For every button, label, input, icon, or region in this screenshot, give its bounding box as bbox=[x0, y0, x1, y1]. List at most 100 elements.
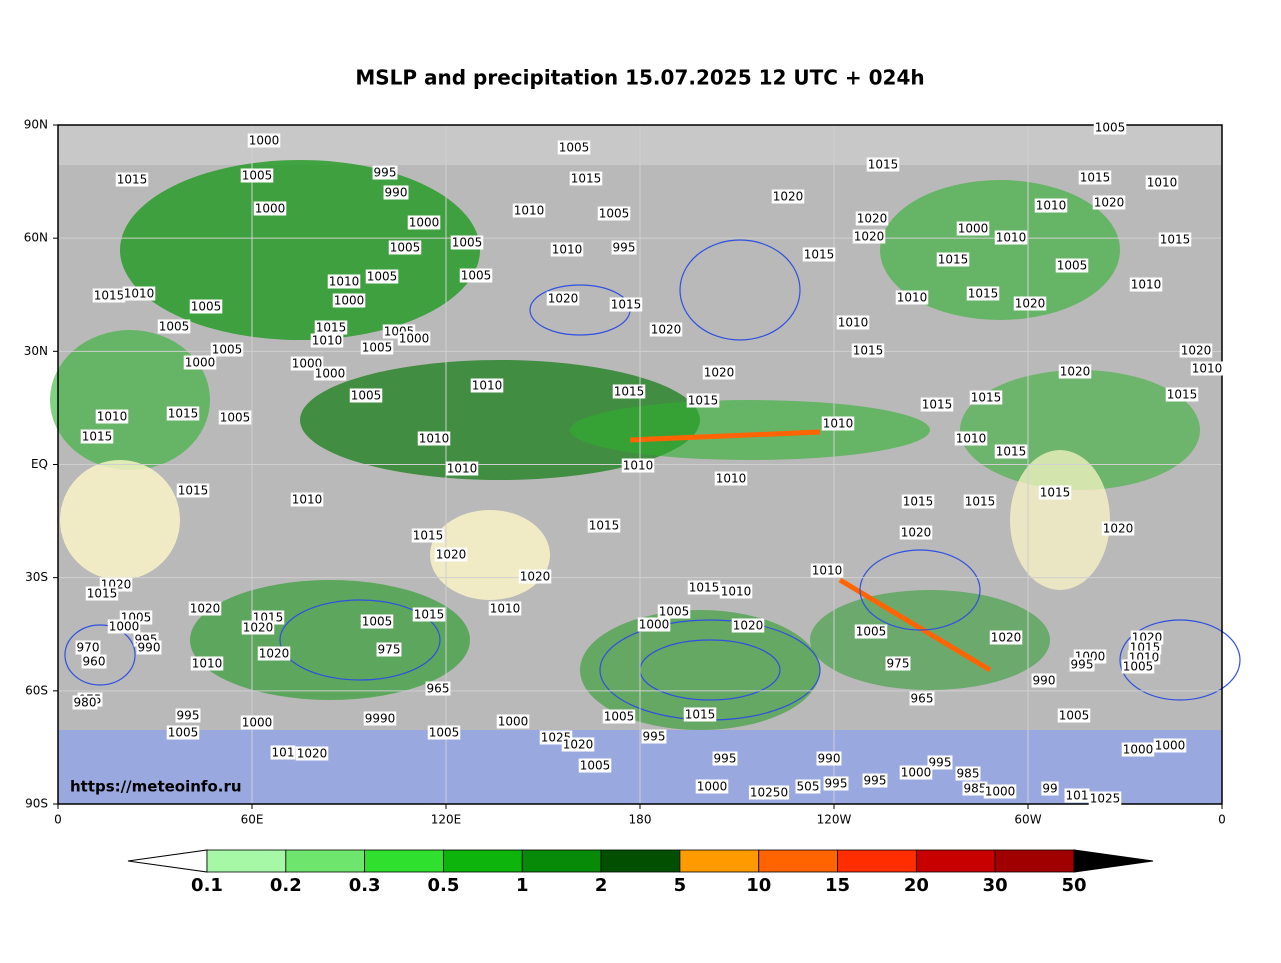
isobar-label: 101 bbox=[272, 746, 295, 760]
isobar-label-bg bbox=[1088, 791, 1122, 806]
colorbar-box bbox=[206, 849, 287, 873]
isobar-label-bg bbox=[247, 133, 281, 148]
isobar-label-bg bbox=[376, 642, 402, 657]
isobar-label-bg bbox=[1165, 387, 1199, 402]
isobar-label: 970 bbox=[77, 641, 100, 655]
isobar-label: 1000 bbox=[242, 716, 273, 730]
colorbar-box bbox=[758, 849, 838, 873]
isobar-label-bg bbox=[895, 290, 929, 305]
isobar-label-bg bbox=[609, 297, 643, 312]
isobar-label: 1000 bbox=[697, 780, 728, 794]
isobar-label-bg bbox=[866, 157, 900, 172]
isobar-label-bg bbox=[417, 431, 451, 446]
isobar-label-bg bbox=[955, 766, 981, 781]
isobar-label-bg bbox=[611, 240, 637, 255]
isobar-label-bg bbox=[686, 393, 720, 408]
isobar-label: 1005 bbox=[220, 411, 251, 425]
isobar-label-bg bbox=[1064, 788, 1090, 803]
isobar-label-bg bbox=[1058, 364, 1092, 379]
isobar-label: 1015 bbox=[117, 173, 148, 187]
isobar-label-bg bbox=[816, 751, 842, 766]
isobar-label-bg bbox=[901, 494, 935, 509]
isobar-label-bg bbox=[190, 656, 224, 671]
isobar-label: 1010 bbox=[329, 275, 360, 289]
isobar-label: 1000 bbox=[249, 134, 280, 148]
isobar-label: 990 bbox=[138, 641, 161, 655]
isobar-label-bg bbox=[136, 640, 162, 655]
isobar-label-bg bbox=[954, 431, 988, 446]
colorbar-label: 0.3 bbox=[349, 875, 381, 896]
isobar-label-bg bbox=[550, 242, 584, 257]
isobar-label: 1000 bbox=[639, 618, 670, 632]
isobar-label-bg bbox=[166, 725, 200, 740]
colorbar-box bbox=[285, 849, 366, 873]
isobar-label-bg bbox=[1092, 195, 1126, 210]
isobar-label-bg bbox=[983, 784, 1017, 799]
isobar-label-bg bbox=[122, 286, 156, 301]
isobar-label-bg bbox=[313, 366, 347, 381]
colorbar-over bbox=[1073, 849, 1154, 873]
isobar-label-bg bbox=[771, 189, 805, 204]
isobar-label: 1010 bbox=[312, 334, 343, 348]
lat-label: 30S bbox=[25, 570, 48, 584]
colorbar-label: 5 bbox=[674, 875, 687, 896]
isobar-label-bg bbox=[210, 342, 244, 357]
isobar-label-bg bbox=[175, 708, 201, 723]
isobar-label-bg bbox=[459, 268, 493, 283]
isobar-label: 1005 bbox=[159, 320, 190, 334]
lat-label: 30N bbox=[24, 344, 48, 358]
isobar-label: 995 bbox=[374, 166, 397, 180]
isobar-label-bg bbox=[372, 165, 398, 180]
isobar-label: 1010 bbox=[1147, 176, 1178, 190]
isobar-label: 975 bbox=[378, 643, 401, 657]
isobar-label: 1015 bbox=[968, 287, 999, 301]
isobar-label-bg bbox=[966, 286, 1000, 301]
colorbar-label: 20 bbox=[904, 875, 929, 896]
isobar-label-bg bbox=[189, 299, 223, 314]
isobar-label-bg bbox=[909, 691, 935, 706]
isobar-label-bg bbox=[360, 340, 394, 355]
isobar-label: 965 bbox=[911, 692, 934, 706]
lat-label: 60S bbox=[25, 683, 48, 697]
isobar-label-bg bbox=[561, 737, 595, 752]
isobar-label-bg bbox=[470, 378, 504, 393]
isobar-label: 1015 bbox=[689, 581, 720, 595]
isobar-label-bg bbox=[241, 620, 275, 635]
lon-label: 0 bbox=[1218, 813, 1226, 827]
isobar-label: 1005 bbox=[351, 389, 382, 403]
isobar-label: 1020 bbox=[733, 619, 764, 633]
isobar-label-bg bbox=[363, 711, 397, 726]
lon-label: 120W bbox=[817, 813, 852, 827]
isobar-label-bg bbox=[1153, 738, 1187, 753]
isobar-label: 1000 bbox=[109, 620, 140, 634]
isobar-label-bg bbox=[1034, 198, 1068, 213]
isobar-label-bg bbox=[810, 563, 844, 578]
isobar-label: 1020 bbox=[854, 230, 885, 244]
isobar-label-bg bbox=[332, 293, 366, 308]
isobar-label-bg bbox=[862, 773, 888, 788]
isobar-label-bg bbox=[434, 547, 468, 562]
isobar-label-bg bbox=[687, 580, 721, 595]
isobar-label-bg bbox=[92, 288, 126, 303]
isobar-label: 1005 bbox=[390, 241, 421, 255]
isobar-label-bg bbox=[597, 206, 631, 221]
isobar-label: 995 bbox=[177, 709, 200, 723]
colorbar-label: 2 bbox=[595, 875, 608, 896]
isobar-label: 1010 bbox=[552, 243, 583, 257]
isobar-label: 1010 bbox=[623, 459, 654, 473]
isobar-label: 1020 bbox=[1015, 297, 1046, 311]
isobar-label-bg bbox=[257, 646, 291, 661]
colorbar-label: 0.1 bbox=[191, 875, 223, 896]
isobar-label-bg bbox=[360, 614, 394, 629]
isobar-label: 505 bbox=[797, 780, 820, 794]
isobar-label-bg bbox=[885, 656, 911, 671]
isobar-label: 1005 bbox=[1057, 259, 1088, 273]
isobar-label-bg bbox=[748, 785, 790, 800]
isobar-label-bg bbox=[412, 607, 446, 622]
isobar-label: 1020 bbox=[651, 323, 682, 337]
isobar-label: 1000 bbox=[498, 715, 529, 729]
lat-label: 90N bbox=[24, 118, 48, 132]
isobar-label-bg bbox=[183, 355, 217, 370]
isobar-label: 1010 bbox=[192, 657, 223, 671]
